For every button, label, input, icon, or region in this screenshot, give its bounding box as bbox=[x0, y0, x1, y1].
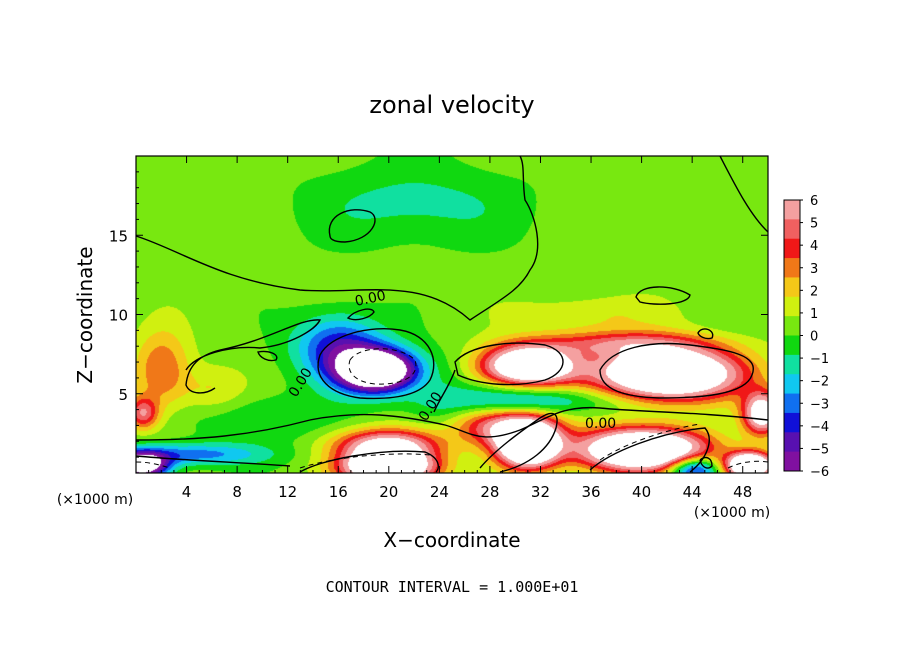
y-tick-label: 5 bbox=[118, 386, 128, 404]
y-tick-label: 15 bbox=[109, 227, 128, 245]
contour-label: 0.00 bbox=[585, 416, 616, 432]
colorbar-tick-label: 2 bbox=[810, 284, 818, 299]
colorbar-tick-label: −6 bbox=[810, 465, 829, 480]
colorbar-tick-label: −3 bbox=[810, 397, 829, 412]
x-tick-label: 20 bbox=[379, 483, 398, 501]
x-tick-label: 8 bbox=[232, 483, 242, 501]
contour-lines bbox=[135, 155, 769, 473]
chart-title: zonal velocity bbox=[369, 91, 534, 119]
y-axis-label: Z−coordinate bbox=[73, 246, 97, 383]
x-tick-label: 16 bbox=[329, 483, 348, 501]
colorbar-tick-label: −2 bbox=[810, 375, 829, 390]
colorbar-swatch bbox=[784, 432, 800, 453]
x-tick-label: 12 bbox=[278, 483, 297, 501]
x-tick-label: 44 bbox=[683, 483, 702, 501]
colorbar-swatch bbox=[784, 393, 800, 414]
colorbar-swatch bbox=[784, 354, 800, 375]
colorbar-tick-label: 0 bbox=[810, 330, 818, 345]
heatmap-image bbox=[136, 156, 768, 473]
x-unit-label: (×1000 m) bbox=[57, 492, 133, 508]
contour-interval-footer: CONTOUR INTERVAL = 1.000E+01 bbox=[326, 578, 579, 596]
colorbar-swatch bbox=[784, 238, 800, 259]
z-unit-label: (×1000 m) bbox=[694, 505, 770, 521]
colorbar-swatch bbox=[784, 219, 800, 240]
x-tick-label: 28 bbox=[480, 483, 499, 501]
plot-area: 0.00 0.00 0.00 0.00 bbox=[135, 155, 769, 474]
colorbar-tick-label: 3 bbox=[810, 262, 818, 277]
x-tick-label: 4 bbox=[182, 483, 192, 501]
colorbar-tick-label: 1 bbox=[810, 307, 818, 322]
negative-contours bbox=[135, 348, 769, 469]
x-tick-label: 24 bbox=[430, 483, 449, 501]
colorbar-swatch bbox=[784, 296, 800, 317]
y-axis: 5 10 15 bbox=[109, 171, 768, 458]
x-tick-label: 32 bbox=[531, 483, 550, 501]
x-tick-label: 40 bbox=[632, 483, 651, 501]
x-tick-label: 48 bbox=[733, 483, 752, 501]
colorbar-swatch bbox=[784, 374, 800, 395]
colorbar-tick-label: −1 bbox=[810, 352, 829, 367]
y-tick-label: 10 bbox=[109, 307, 128, 325]
contour-label: 0.00 bbox=[354, 288, 388, 310]
colorbar-swatch bbox=[784, 451, 800, 472]
colorbar-swatch bbox=[784, 412, 800, 433]
x-tick-label: 36 bbox=[581, 483, 600, 501]
colorbar-tick-label: 6 bbox=[810, 194, 818, 209]
colorbar-swatch bbox=[784, 277, 800, 298]
x-axis-label: X−coordinate bbox=[383, 528, 520, 552]
colorbar-swatch bbox=[784, 316, 800, 336]
colorbar-tick-label: −5 bbox=[810, 442, 829, 457]
colorbar-swatch bbox=[784, 335, 800, 356]
colorbar-tick-label: 5 bbox=[810, 217, 818, 232]
x-axis: 4 8 12 16 20 24 28 32 36 40 44 48 bbox=[148, 156, 756, 501]
colorbar-swatch bbox=[784, 200, 800, 220]
colorbar-swatch bbox=[784, 258, 800, 278]
colorbar-tick-label: −4 bbox=[810, 420, 829, 435]
colorbar: 6 5 4 3 2 1 0 −1 −2 −3 −4 −5 −6 bbox=[783, 194, 829, 480]
colorbar-tick-label: 4 bbox=[810, 239, 818, 254]
